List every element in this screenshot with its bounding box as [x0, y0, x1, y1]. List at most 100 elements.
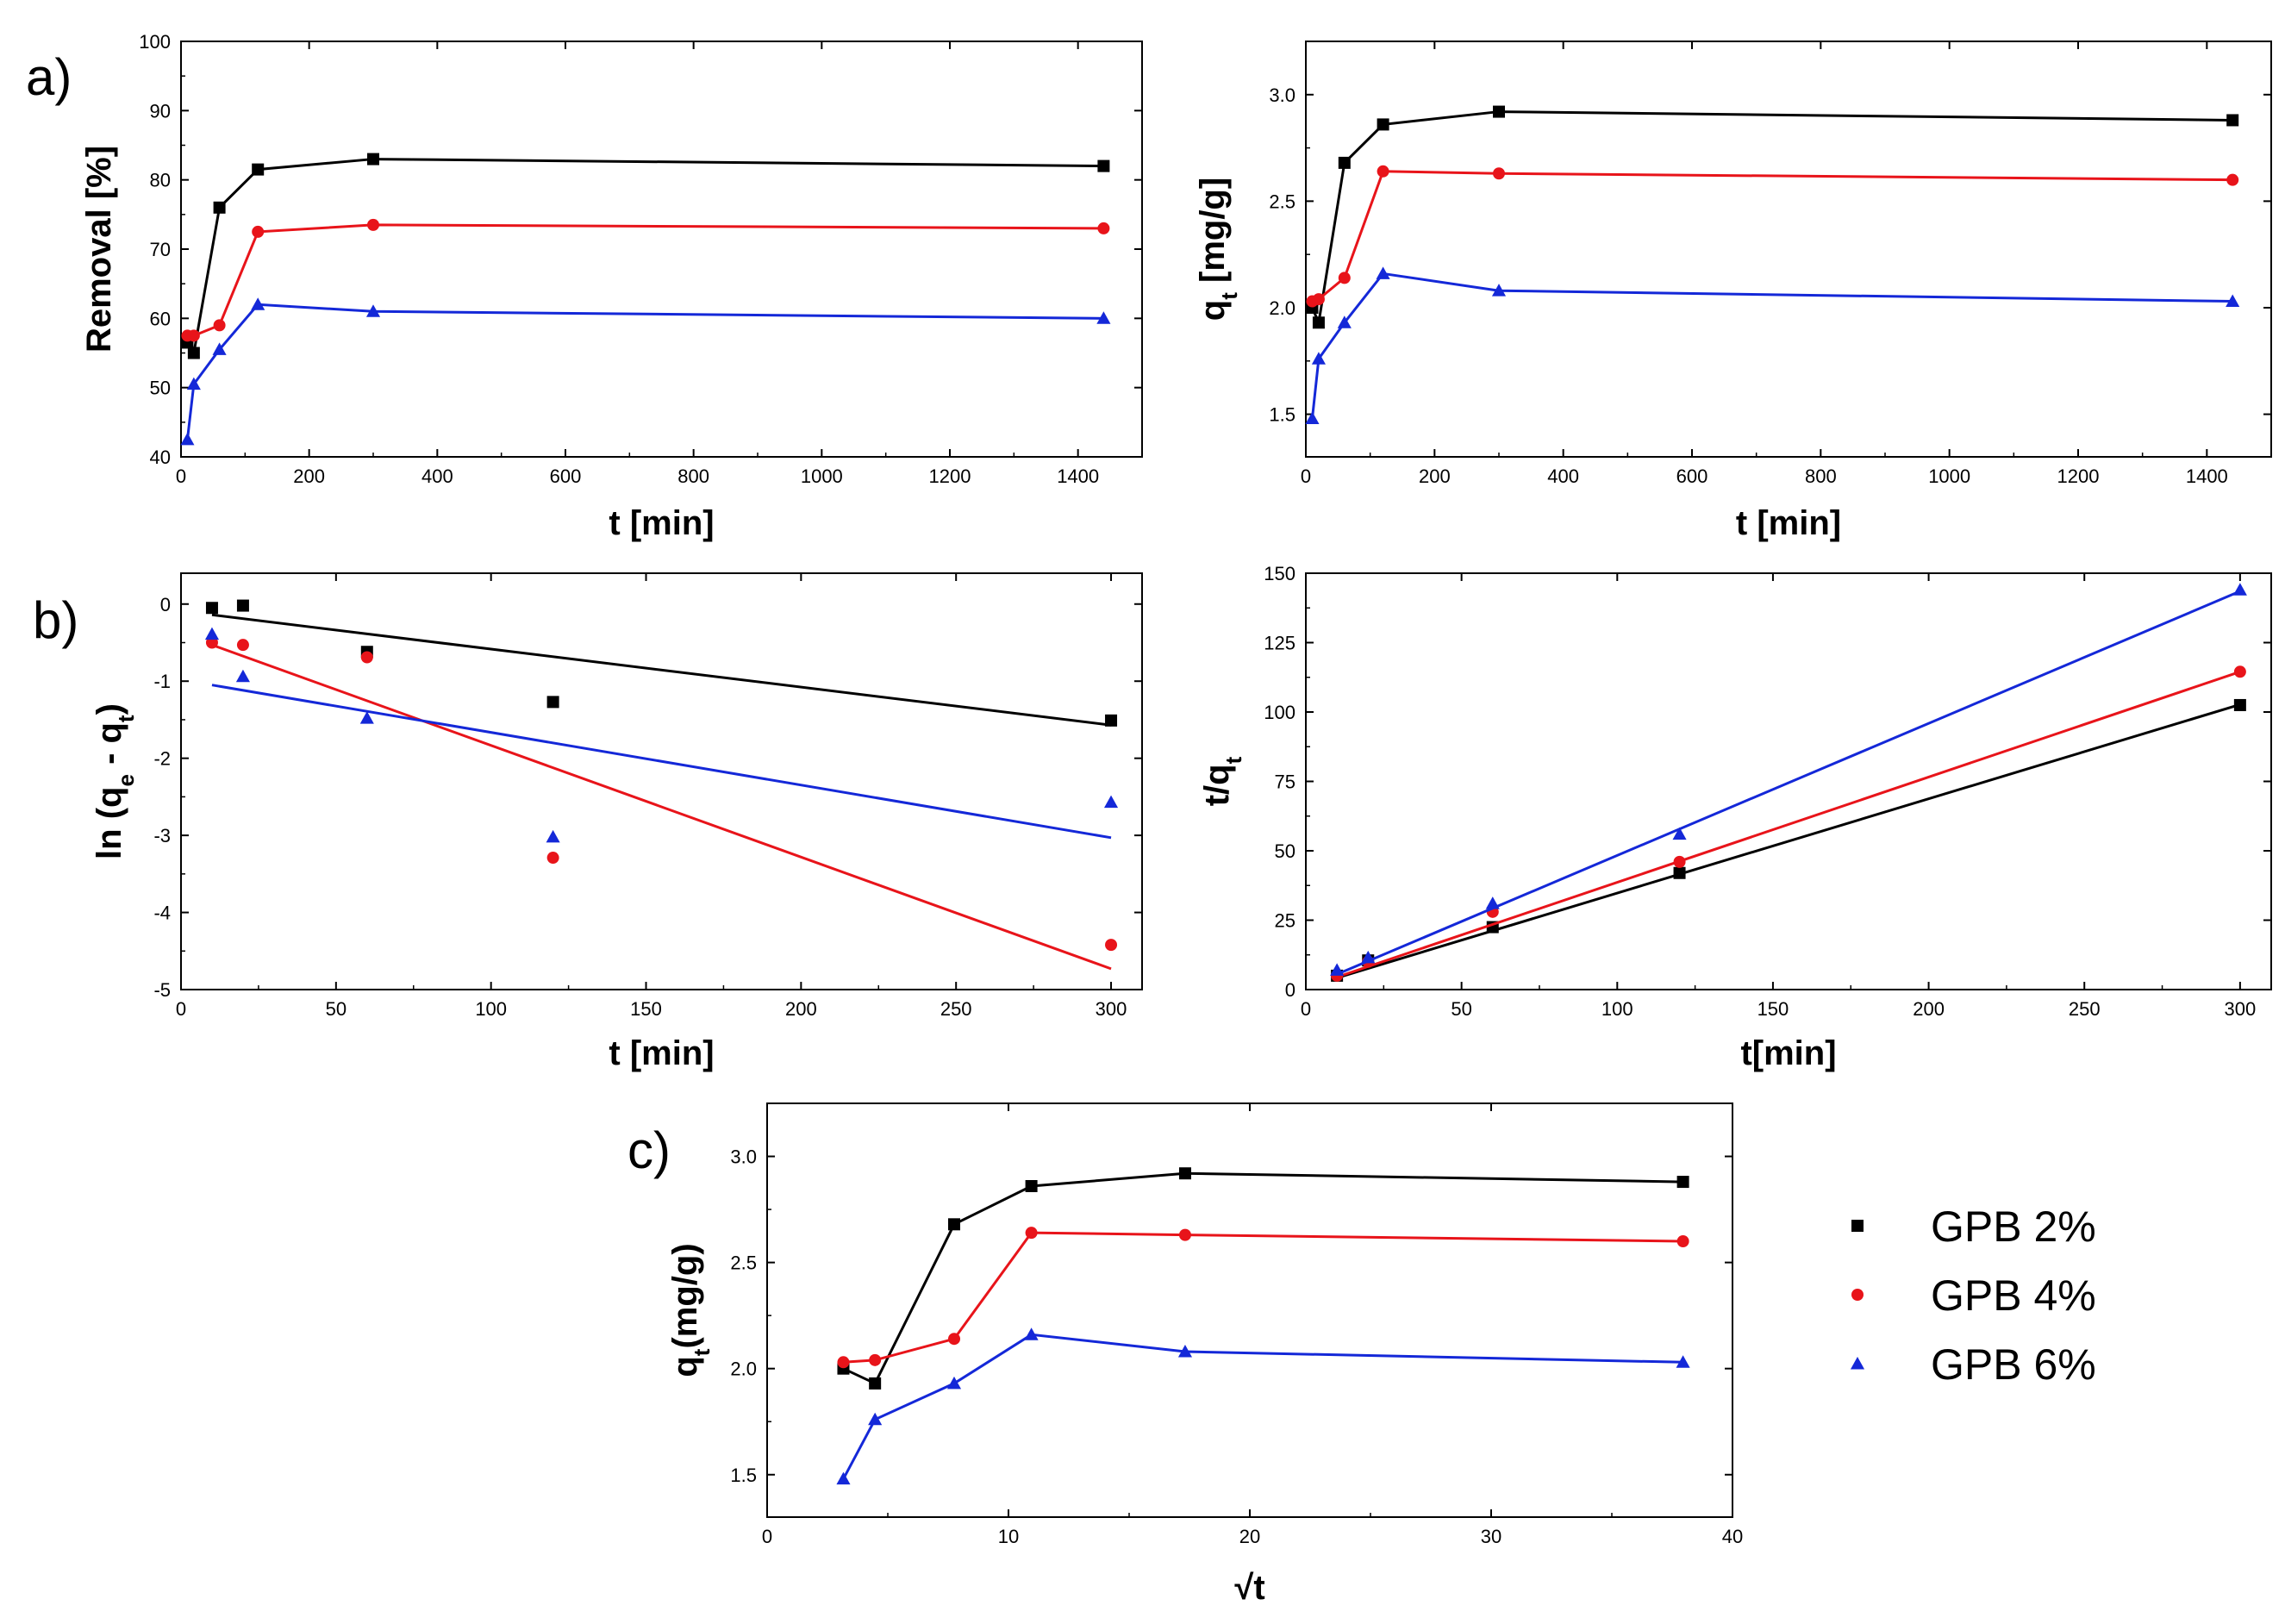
- series-gpb-2-: [1331, 698, 2246, 982]
- data-point: [1376, 266, 1390, 279]
- x-tick-label: 400: [1547, 465, 1579, 487]
- y-axis-label-part: Removal [%]: [80, 146, 118, 353]
- data-point: [1096, 311, 1111, 324]
- x-tick-label: 1400: [1057, 465, 1099, 487]
- y-axis-label: t/qt: [1198, 756, 1246, 806]
- data-point: [1312, 293, 1325, 306]
- panel-label: b): [33, 591, 78, 649]
- data-point: [2233, 698, 2246, 711]
- data-point: [1178, 1228, 1191, 1241]
- fit-line: [211, 643, 1112, 971]
- y-axis-label-subscript: t: [113, 715, 139, 722]
- legend-item: GPB 4%: [1851, 1271, 2096, 1320]
- data-point: [180, 432, 195, 446]
- data-point: [948, 1333, 960, 1346]
- y-tick-label: 3.0: [1269, 84, 1295, 106]
- series-line: [1311, 170, 2233, 303]
- y-tick-label: 150: [1264, 563, 1295, 584]
- y-tick-label: -1: [153, 671, 171, 692]
- data-point: [1178, 1167, 1191, 1180]
- legend-item: GPB 2%: [1851, 1202, 2096, 1251]
- data-point: [1177, 1344, 1193, 1358]
- data-point: [869, 1377, 882, 1390]
- y-axis-label-part: ln (q: [91, 787, 128, 859]
- data-point: [869, 1353, 882, 1366]
- y-tick-label: 0: [1285, 979, 1295, 1001]
- y-tick-label: -4: [153, 903, 171, 924]
- legend-label: GPB 4%: [1931, 1271, 2096, 1320]
- x-tick-label: 100: [1601, 998, 1633, 1020]
- y-tick-label: 70: [150, 239, 171, 260]
- data-point: [2226, 173, 2239, 186]
- data-point: [868, 1412, 883, 1426]
- data-point: [359, 711, 374, 724]
- data-point: [252, 225, 265, 238]
- y-tick-label: 50: [1275, 840, 1295, 862]
- data-point: [236, 599, 249, 612]
- y-tick-label: 25: [1275, 910, 1295, 932]
- x-tick-label: 600: [1676, 465, 1708, 487]
- series-gpb-4-: [1331, 665, 2246, 982]
- y-tick-label: 60: [150, 308, 171, 329]
- data-point: [546, 696, 559, 709]
- y-axis-label: qt [mg/g]: [1194, 178, 1242, 321]
- data-point: [2232, 583, 2247, 596]
- x-axis-label: t[min]: [1740, 1034, 1836, 1072]
- x-tick-label: 10: [998, 1526, 1019, 1547]
- series-gpb-4-: [205, 636, 1118, 971]
- data-point: [837, 1356, 850, 1369]
- data-point: [1097, 222, 1110, 234]
- data-point: [187, 329, 200, 342]
- x-tick-label: 100: [475, 998, 507, 1020]
- data-point: [367, 218, 379, 231]
- data-point: [546, 852, 559, 865]
- y-axis-label: ln (qe - qt): [91, 703, 139, 859]
- y-tick-label: 80: [150, 170, 171, 191]
- chart-c: 0 10 20 30 40 1.5 2.0 2.5 3.0 √t qt(mg/g) c): [627, 1102, 1743, 1607]
- data-point: [1330, 963, 1345, 976]
- data-point: [1361, 950, 1376, 964]
- y-tick-label: 1.5: [730, 1465, 757, 1486]
- series-gpb-6-: [204, 627, 1119, 843]
- x-tick-label: 1400: [2186, 465, 2228, 487]
- series-gpb-4-: [1306, 165, 2239, 308]
- x-tick-label: 600: [550, 465, 582, 487]
- x-tick-label: 200: [785, 998, 817, 1020]
- y-axis-label-part: - q: [91, 722, 128, 774]
- legend-item: GPB 6%: [1850, 1340, 2096, 1389]
- y-tick-label: 125: [1264, 633, 1295, 654]
- data-point: [1338, 272, 1351, 284]
- data-point: [546, 829, 560, 843]
- y-tick-label: 50: [150, 378, 171, 399]
- x-tick-label: 150: [630, 998, 662, 1020]
- data-point: [236, 639, 249, 652]
- data-point: [1311, 352, 1326, 365]
- data-point: [2226, 114, 2239, 127]
- y-axis-label: qt(mg/g): [666, 1243, 715, 1377]
- y-tick-label: 0: [160, 594, 171, 615]
- data-point: [1024, 1327, 1039, 1340]
- x-tick-label: 250: [940, 998, 972, 1020]
- legend-marker: [1851, 1220, 1864, 1232]
- y-axis-label-part: [mg/g]: [1194, 178, 1232, 292]
- chart-a1: 0 200 400 600 800 1000 1200 1400 40 50 60 70 80 90 100…: [26, 31, 1143, 542]
- data-point: [187, 347, 200, 359]
- y-axis-label-part: q: [666, 1356, 704, 1377]
- y-axis-label-part: (mg/g): [666, 1243, 704, 1348]
- y-axis-label-part: t/q: [1198, 764, 1236, 806]
- panel-label: a): [26, 48, 72, 106]
- data-point: [251, 297, 265, 310]
- series-gpb-6-: [1305, 266, 2240, 424]
- series-line: [1310, 272, 2233, 419]
- series-line: [842, 1333, 1683, 1480]
- data-point: [365, 304, 381, 317]
- data-point: [1338, 156, 1351, 169]
- data-point: [212, 342, 227, 355]
- series-line: [1311, 110, 2233, 328]
- series-line: [842, 1171, 1683, 1385]
- x-tick-label: 20: [1239, 1526, 1260, 1547]
- series-gpb-6-: [1330, 583, 2247, 976]
- x-axis-label: t [min]: [1736, 504, 1841, 542]
- data-point: [213, 319, 226, 332]
